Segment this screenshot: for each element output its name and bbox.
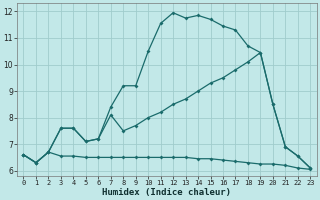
X-axis label: Humidex (Indice chaleur): Humidex (Indice chaleur) (102, 188, 231, 197)
